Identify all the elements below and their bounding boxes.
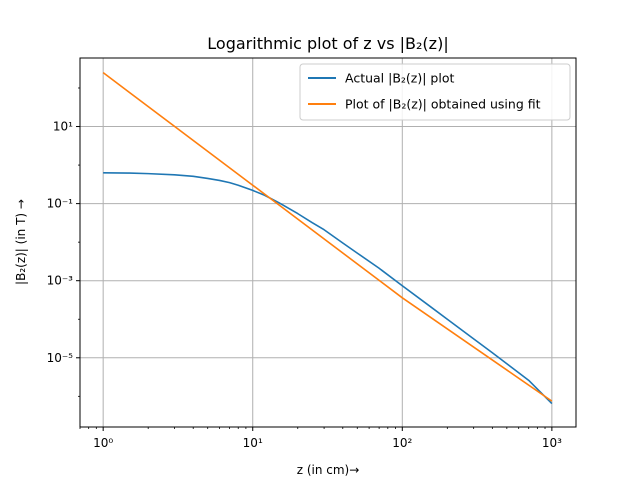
y-tick-label: 10⁻³ xyxy=(47,274,74,288)
y-tick-label: 10⁻¹ xyxy=(47,197,74,211)
legend: Actual |B₂(z)| plot Plot of |B₂(z)| obta… xyxy=(299,63,571,121)
legend-box xyxy=(299,63,571,121)
x-tick-label: 10² xyxy=(392,436,412,450)
series-line-actual xyxy=(103,172,553,405)
ticks: 10⁰ 10¹ 10² 10³ 10⁻⁵ 10⁻³ 10⁻¹ 10¹ xyxy=(47,87,562,450)
chart-title: Logarithmic plot of z vs |B₂(z)| xyxy=(207,34,448,53)
y-axis-label: |B₂(z)| (in T) → xyxy=(14,199,28,285)
y-tick-label: 10¹ xyxy=(53,120,73,134)
x-tick-label: 10⁰ xyxy=(93,436,113,450)
legend-label-actual: Actual |B₂(z)| plot xyxy=(345,71,454,86)
x-tick-label: 10³ xyxy=(542,436,562,450)
x-tick-label: 10¹ xyxy=(243,436,263,450)
y-tick-label: 10⁻⁵ xyxy=(47,351,74,365)
series-line-fit xyxy=(102,72,553,402)
series-layer xyxy=(102,72,553,405)
x-axis-label: z (in cm)→ xyxy=(297,463,360,477)
legend-label-fit: Plot of |B₂(z)| obtained using fit xyxy=(345,97,541,112)
